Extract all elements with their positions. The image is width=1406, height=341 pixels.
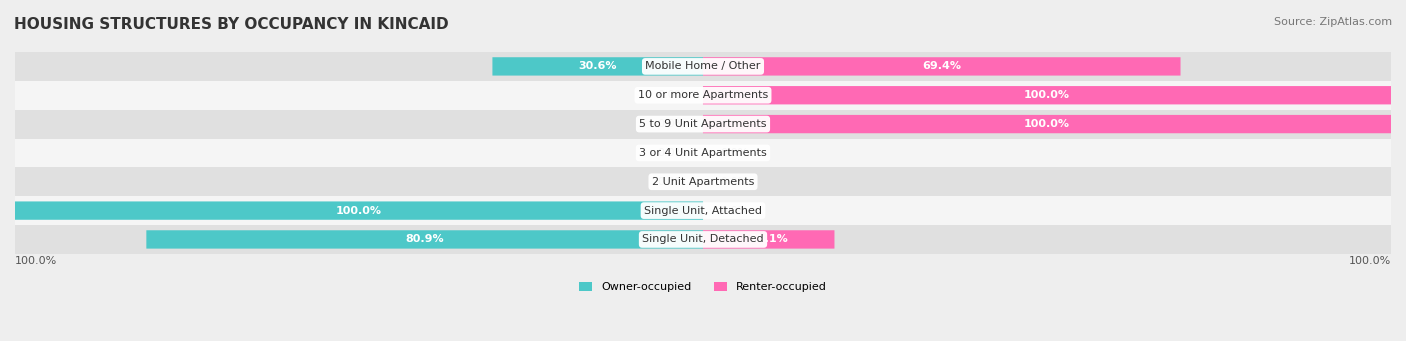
Text: 0.0%: 0.0% — [720, 177, 748, 187]
Bar — [15, 225, 1391, 254]
Text: 80.9%: 80.9% — [405, 234, 444, 244]
Text: 0.0%: 0.0% — [658, 119, 686, 129]
Text: 30.6%: 30.6% — [578, 61, 617, 71]
Text: 100.0%: 100.0% — [1024, 90, 1070, 100]
Text: 3 or 4 Unit Apartments: 3 or 4 Unit Apartments — [640, 148, 766, 158]
Text: Single Unit, Attached: Single Unit, Attached — [644, 206, 762, 216]
Text: 10 or more Apartments: 10 or more Apartments — [638, 90, 768, 100]
Text: 0.0%: 0.0% — [658, 148, 686, 158]
Bar — [15, 167, 1391, 196]
Text: 100.0%: 100.0% — [336, 206, 382, 216]
Text: 5 to 9 Unit Apartments: 5 to 9 Unit Apartments — [640, 119, 766, 129]
FancyBboxPatch shape — [492, 57, 703, 76]
Text: HOUSING STRUCTURES BY OCCUPANCY IN KINCAID: HOUSING STRUCTURES BY OCCUPANCY IN KINCA… — [14, 17, 449, 32]
FancyBboxPatch shape — [703, 57, 1181, 76]
Bar — [15, 52, 1391, 81]
Text: 19.1%: 19.1% — [749, 234, 789, 244]
FancyBboxPatch shape — [703, 115, 1391, 133]
Legend: Owner-occupied, Renter-occupied: Owner-occupied, Renter-occupied — [575, 278, 831, 297]
Text: 0.0%: 0.0% — [658, 90, 686, 100]
Text: 69.4%: 69.4% — [922, 61, 962, 71]
Text: 100.0%: 100.0% — [1348, 256, 1391, 266]
FancyBboxPatch shape — [703, 230, 835, 249]
FancyBboxPatch shape — [146, 230, 703, 249]
Text: 0.0%: 0.0% — [658, 177, 686, 187]
Text: 100.0%: 100.0% — [1024, 119, 1070, 129]
Text: Mobile Home / Other: Mobile Home / Other — [645, 61, 761, 71]
Text: Single Unit, Detached: Single Unit, Detached — [643, 234, 763, 244]
FancyBboxPatch shape — [15, 202, 703, 220]
Text: 2 Unit Apartments: 2 Unit Apartments — [652, 177, 754, 187]
Text: 100.0%: 100.0% — [15, 256, 58, 266]
FancyBboxPatch shape — [703, 86, 1391, 104]
Bar — [15, 196, 1391, 225]
Bar — [15, 81, 1391, 110]
Text: Source: ZipAtlas.com: Source: ZipAtlas.com — [1274, 17, 1392, 27]
Text: 0.0%: 0.0% — [720, 148, 748, 158]
Bar — [15, 110, 1391, 138]
Text: 0.0%: 0.0% — [720, 206, 748, 216]
Bar — [15, 138, 1391, 167]
